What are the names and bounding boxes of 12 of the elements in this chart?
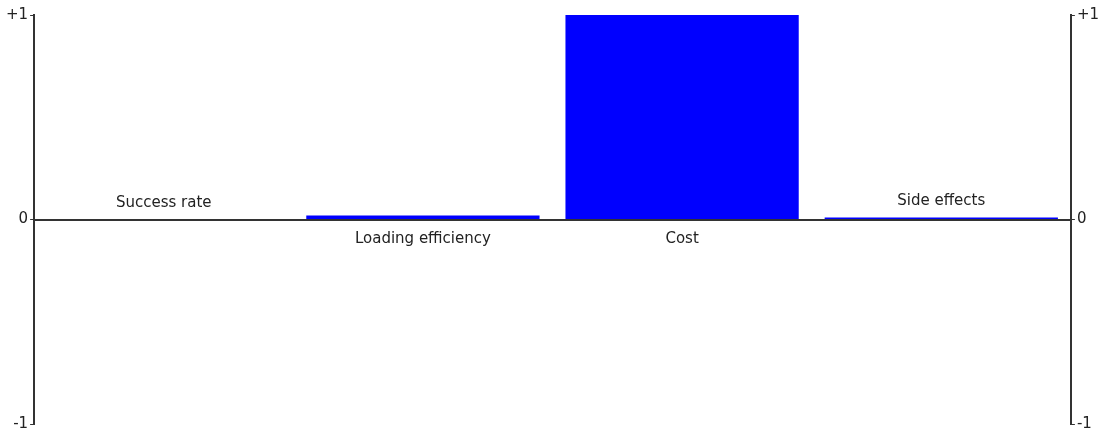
y2-tick-label: +1 bbox=[1076, 4, 1100, 23]
x-tick-label: Success rate bbox=[115, 192, 212, 211]
y2-tick-label: -1 bbox=[1076, 413, 1092, 432]
x-tick-label: Side effects bbox=[897, 190, 986, 209]
y-tick-label: -1 bbox=[13, 413, 29, 432]
x-tick-label: Loading efficiency bbox=[354, 228, 491, 247]
y2-tick-label: 0 bbox=[1076, 209, 1087, 228]
bar bbox=[306, 215, 540, 219]
y-tick-label: 0 bbox=[18, 209, 29, 228]
y-tick-label: +1 bbox=[5, 4, 29, 23]
bar bbox=[565, 15, 799, 219]
x-tick-label: Cost bbox=[665, 228, 699, 247]
